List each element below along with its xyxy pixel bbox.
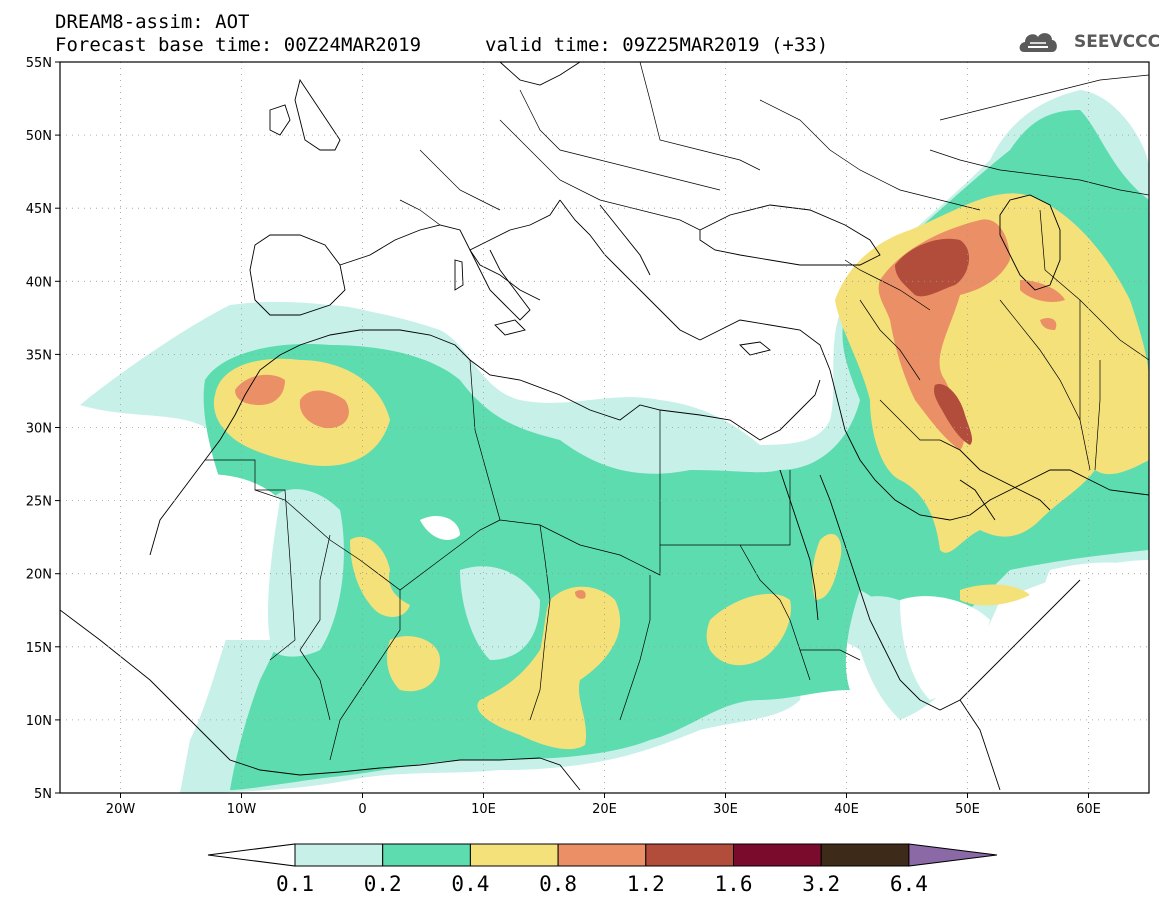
lon-label: 30E	[713, 802, 738, 817]
lat-label: 55N	[26, 56, 52, 71]
lat-label: 45N	[26, 202, 52, 217]
colorbar-label: 1.6	[715, 872, 753, 896]
aot-contours	[60, 62, 1149, 793]
coastlines	[60, 62, 1149, 791]
colorbar-label: 6.4	[890, 872, 928, 896]
lat-label: 50N	[26, 129, 52, 144]
colorbar-low-arrow	[207, 843, 296, 867]
aot-below-0.1	[150, 474, 1149, 793]
aot-level-1.2	[895, 238, 973, 445]
lat-label: 30N	[26, 422, 52, 437]
map-title: DREAM8-assim: AOT	[55, 11, 250, 33]
lat-label: 10N	[26, 714, 52, 729]
lon-label: 20E	[592, 802, 617, 817]
lon-label: 10W	[227, 802, 257, 817]
lon-label: 20W	[106, 802, 136, 817]
colorbar-high-arrow	[908, 843, 997, 867]
lat-label: 40N	[26, 275, 52, 290]
lon-label: 60E	[1076, 802, 1101, 817]
lon-label: 40E	[834, 802, 859, 817]
country-borders	[205, 62, 1149, 761]
colorbar-swatch	[645, 843, 734, 867]
colorbar-label: 0.1	[276, 872, 314, 896]
lat-label: 15N	[26, 641, 52, 656]
colorbar-swatch	[820, 843, 910, 867]
colorbar-swatch	[469, 843, 559, 867]
colorbar-label: 0.4	[451, 872, 489, 896]
valid-time: valid time: 09Z25MAR2019 (+33)	[485, 34, 829, 56]
lat-label: 25N	[26, 495, 52, 510]
lon-label: 10E	[471, 802, 496, 817]
colorbar-swatch	[557, 843, 647, 867]
lon-label: 0	[358, 802, 366, 817]
colorbar-label: 1.2	[627, 872, 665, 896]
seevccc-logo-text: SEEVCCC	[1074, 32, 1161, 52]
colorbar-swatch	[382, 843, 471, 867]
lon-label: 50E	[955, 802, 980, 817]
colorbar-label: 0.8	[539, 872, 577, 896]
lat-label: 5N	[34, 787, 52, 802]
lat-label: 35N	[26, 348, 52, 363]
forecast-base-time: Forecast base time: 00Z24MAR2019	[55, 34, 422, 56]
latitude-labels: 55N 50N 45N 40N 35N 30N 25N 20N 15N 10N 5N	[26, 56, 60, 802]
colorbar-label: 0.2	[364, 872, 402, 896]
cloud-logo-icon	[1019, 33, 1057, 52]
lat-label: 20N	[26, 568, 52, 583]
colorbar-swatch	[733, 843, 822, 867]
longitude-labels: 20W 10W 0 10E 20E 30E 40E 50E 60E	[106, 793, 1101, 817]
colorbar-label: 3.2	[802, 872, 840, 896]
colorbar-swatch	[294, 843, 384, 867]
colorbar: 0.1 0.2 0.4 0.8 1.2 1.6 3.2 6.4	[207, 843, 997, 896]
